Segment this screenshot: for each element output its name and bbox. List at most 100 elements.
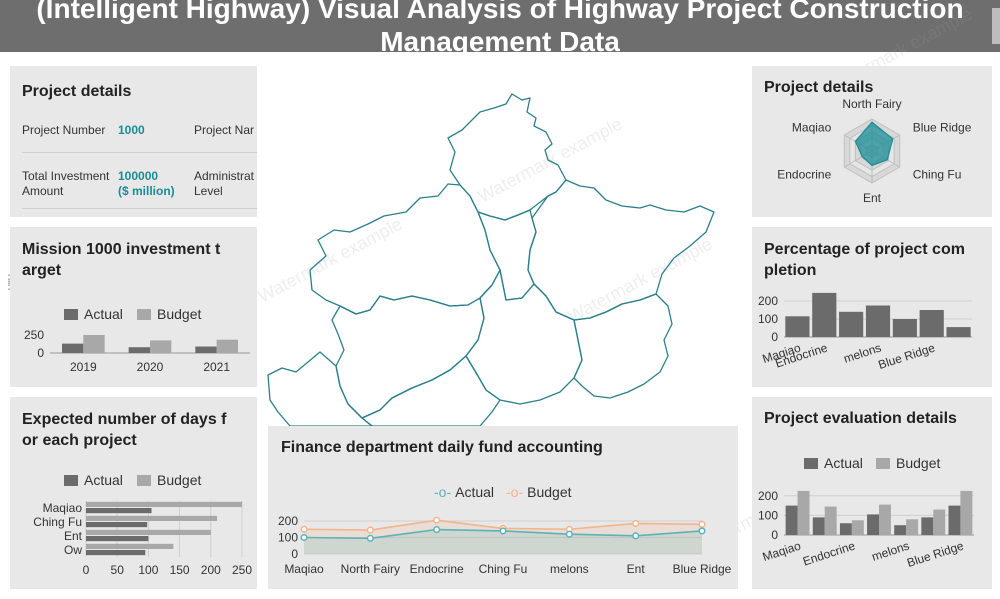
point-actual <box>698 527 706 535</box>
legend-marker-icon: -o- <box>434 484 452 500</box>
radar-indicator-label: North Fairy <box>842 97 901 111</box>
bar-value <box>892 319 917 337</box>
y-tick-label: Ent <box>64 529 83 543</box>
x-tick-label: Maqiao <box>284 562 324 576</box>
x-tick-label: 50 <box>111 563 125 577</box>
bar-value <box>865 305 891 337</box>
y-tick-label: 200 <box>278 514 298 528</box>
bar-budget <box>797 490 810 535</box>
bar-actual <box>921 517 934 535</box>
x-tick-label: Blue Ridge <box>673 562 732 576</box>
point-budget <box>698 520 706 528</box>
x-tick-label: Ching Fu <box>479 562 528 576</box>
x-tick-label: 2021 <box>203 360 230 374</box>
total-investment-label-line: Amount <box>22 184 64 198</box>
legend-actual[interactable]: Actual <box>64 306 123 322</box>
y-tick-label: Ow <box>64 543 82 557</box>
completion-panel: Percentage of project com pletion 200 100… <box>752 227 992 387</box>
legend-swatch <box>64 309 78 320</box>
legend-label: Actual <box>824 455 863 471</box>
y-tick-label: 200 <box>758 489 778 503</box>
x-tick-label: Endocrine <box>410 562 464 576</box>
total-investment-label-line: Total Investment <box>22 169 110 183</box>
expected-days-panel: Expected number of days f or each projec… <box>10 397 257 589</box>
point-budget <box>300 525 308 533</box>
panel-title-line: or each project <box>22 432 137 449</box>
legend-actual[interactable]: Actual <box>804 455 863 471</box>
bar-value <box>812 292 837 337</box>
point-budget <box>366 526 374 534</box>
x-tick-label: Endocrine <box>801 538 857 568</box>
panel-title-line: Percentage of project com <box>764 241 965 258</box>
point-actual <box>433 526 441 534</box>
map-region-far-west <box>267 351 373 427</box>
bar-actual <box>839 523 852 535</box>
mission-bar-chart: 250 0 2019 2020 2021 <box>24 328 250 374</box>
y-tick-label: 0 <box>291 547 298 561</box>
header-bar: (Intelligent Highway) Visual Analysis of… <box>0 0 1000 52</box>
x-tick-label: 100 <box>138 563 158 577</box>
legend-label: Budget <box>157 472 202 488</box>
legend-budget[interactable]: Budget <box>137 472 201 488</box>
legend-budget[interactable]: -o- Budget <box>506 484 572 500</box>
x-tick-label: melons <box>870 539 911 564</box>
point-budget <box>433 516 441 524</box>
bar-actual <box>86 536 149 542</box>
y-tick-label: 0 <box>37 346 44 360</box>
x-tick-label: Ent <box>627 562 646 576</box>
legend-budget[interactable]: Budget <box>137 306 201 322</box>
bar-value <box>946 327 971 337</box>
radar-indicator-label: Ent <box>863 191 882 205</box>
x-tick-label: 2020 <box>137 360 164 374</box>
panel-title: Project details <box>22 83 132 100</box>
point-budget <box>632 519 640 528</box>
x-tick-label: 2019 <box>70 360 97 374</box>
scrollbar[interactable] <box>992 8 1000 44</box>
y-tick-label: 250 <box>24 328 44 342</box>
page-title-line-1: (Intelligent Highway) Visual Analysis of… <box>36 0 964 24</box>
bar-value <box>919 310 944 337</box>
panel-title-line: Mission 1000 investment t <box>22 241 221 258</box>
map-region-west <box>309 183 501 315</box>
bar-actual <box>86 522 148 528</box>
legend-swatch <box>137 309 151 320</box>
project-number-label: Project Number <box>22 123 106 137</box>
radar-indicator-label: Maqiao <box>792 121 832 135</box>
x-tick-label: North Fairy <box>341 562 400 576</box>
legend-actual[interactable]: Actual <box>64 472 123 488</box>
x-tick-label: 150 <box>170 563 190 577</box>
point-actual <box>300 533 308 542</box>
panel-title: Mission 1000 investment t arget <box>22 239 220 281</box>
y-tick-label: Ching Fu <box>33 515 82 529</box>
divider <box>22 208 257 209</box>
bar-budget <box>960 490 973 535</box>
page-title-line-2: Management Data <box>380 26 620 52</box>
map-region-bottom <box>361 355 501 427</box>
administrative-level-label-line: Administrat <box>194 169 255 183</box>
bar-actual <box>894 525 907 535</box>
bar-budget <box>86 543 174 549</box>
bar-actual <box>86 508 152 514</box>
legend-swatch <box>64 475 78 486</box>
legend-budget[interactable]: Budget <box>876 455 940 471</box>
map-region-north <box>447 93 567 221</box>
bar-budget <box>906 519 919 535</box>
map-region-east <box>527 179 715 321</box>
radar-indicator-label: Endocrine <box>777 168 831 182</box>
map-region-center <box>477 209 537 301</box>
project-name-label: Project Nar <box>194 123 255 137</box>
bar-budget <box>933 509 946 535</box>
radar-indicator-label: Blue Ridge <box>913 121 972 135</box>
map-region-southeast <box>573 293 673 399</box>
legend-swatch <box>804 458 818 469</box>
legend-label: Actual <box>455 484 495 500</box>
legend-actual[interactable]: -o- Actual <box>434 484 494 500</box>
total-investment-value-line: ($ million) <box>118 184 175 198</box>
legend-marker-icon: -o- <box>506 484 524 500</box>
radar-series-area <box>854 121 894 167</box>
x-tick-label: Blue Ridge <box>905 538 965 570</box>
